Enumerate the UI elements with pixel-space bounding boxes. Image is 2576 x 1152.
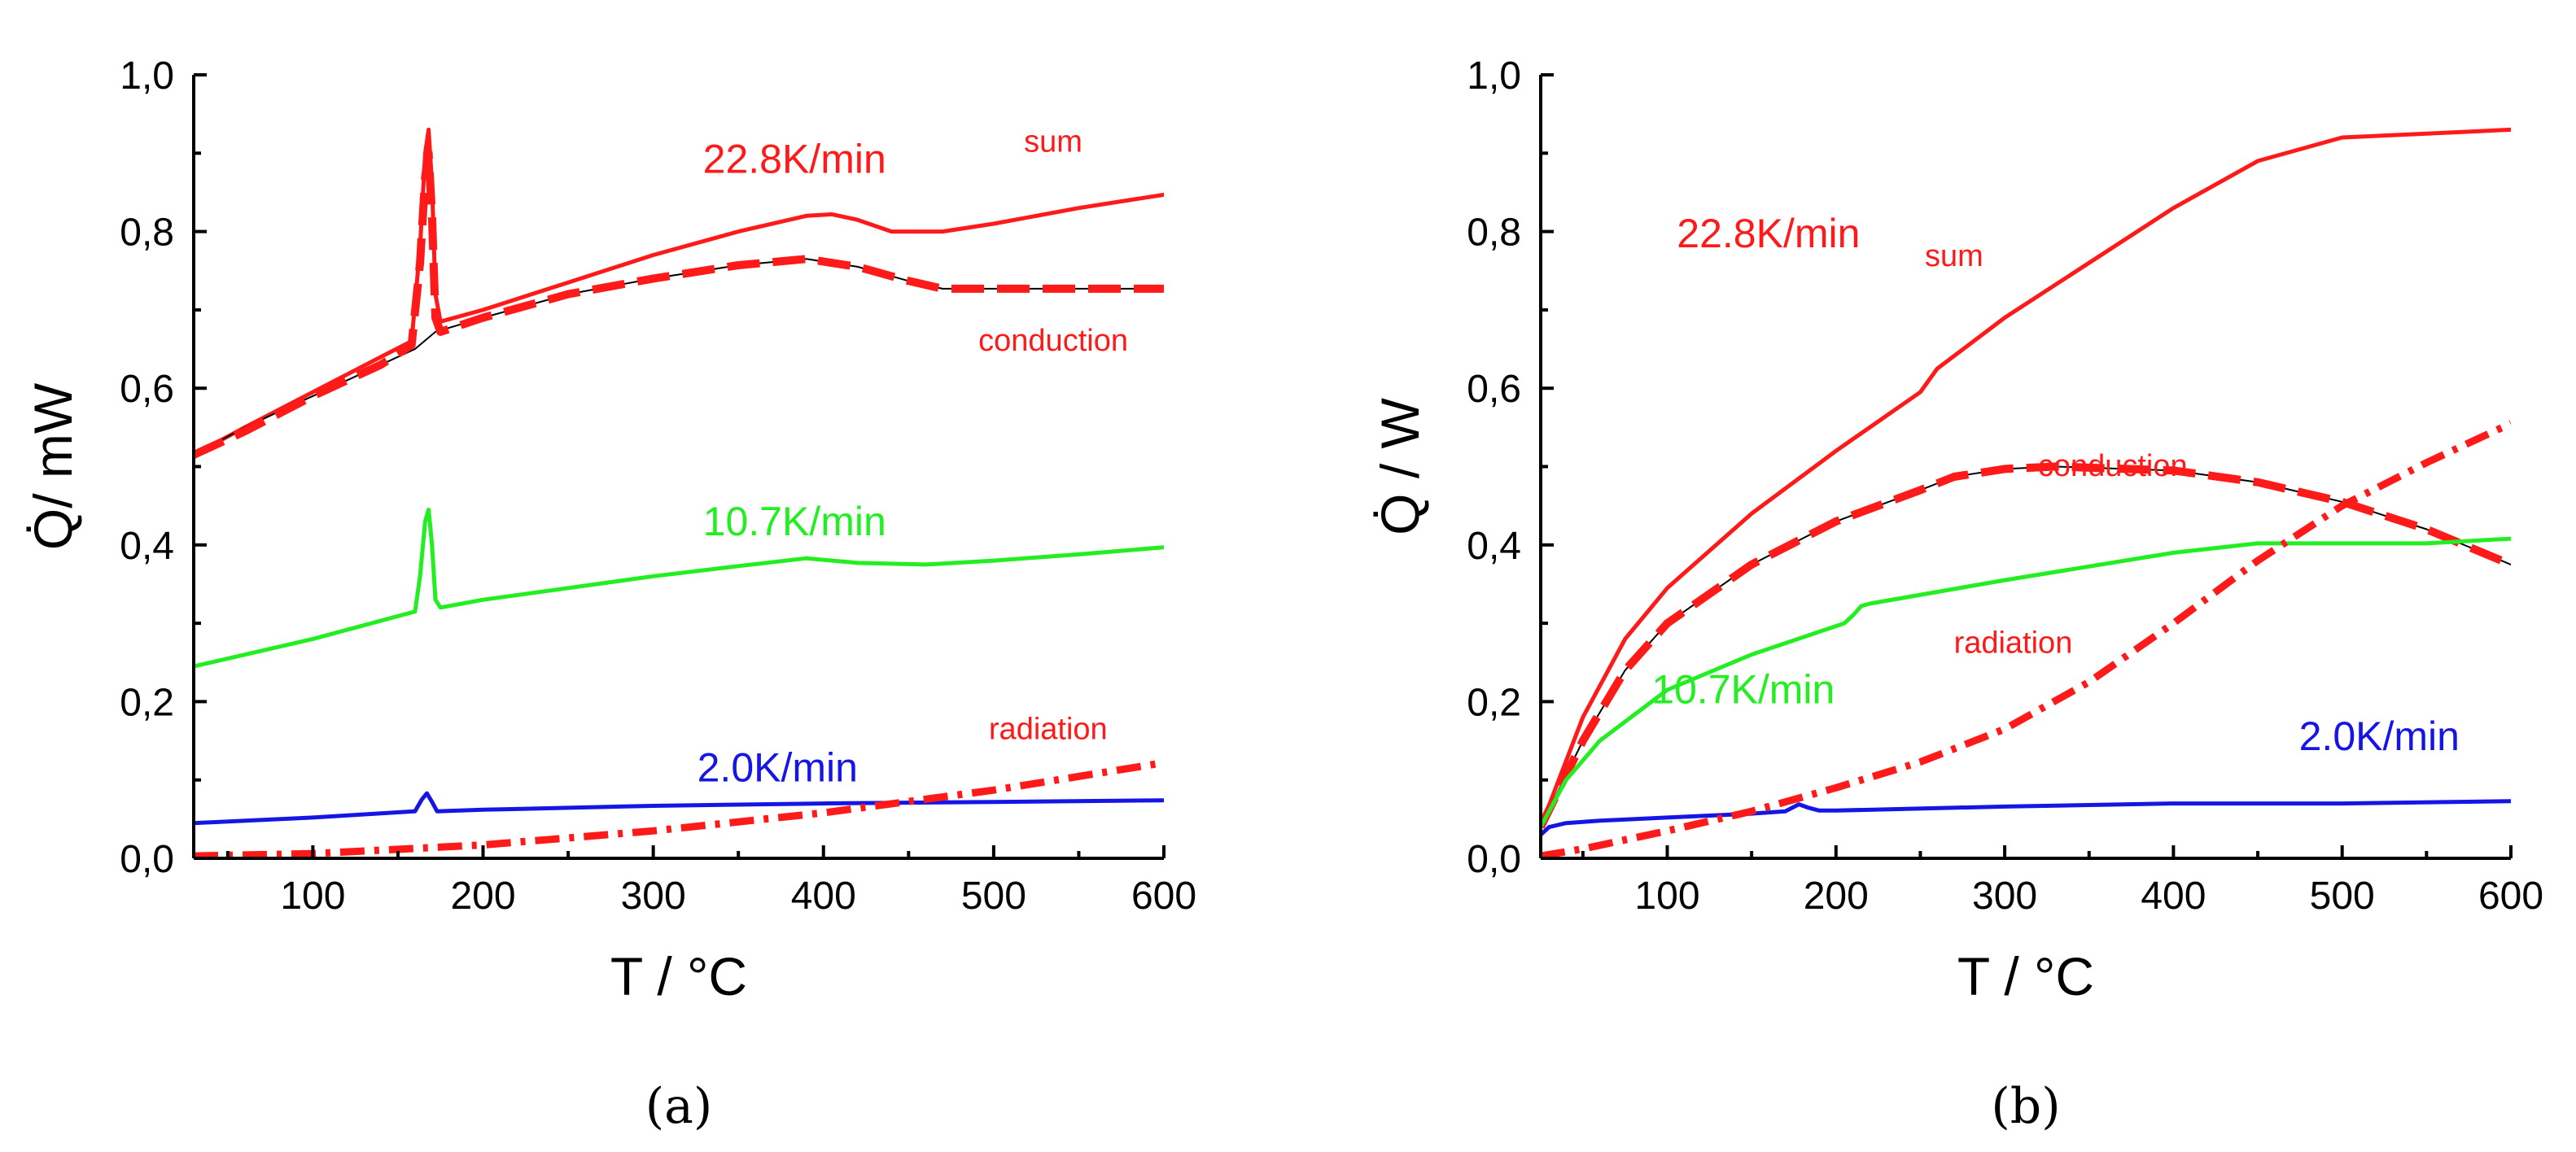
series-annotation: 10.7K/min [1651,666,1835,712]
series-group [1541,127,2511,858]
y-tick-label: 0,4 [120,525,174,568]
y-tick-label: 0,0 [120,838,174,881]
x-tick-label: 400 [2141,875,2206,918]
series-line-radiation [194,759,1164,858]
x-tick-label: 300 [1972,875,2037,918]
x-tick-label: 400 [791,875,856,918]
y-tick-label: 0,8 [1467,212,1521,255]
x-tick-label: 300 [621,875,686,918]
y-tick-label: 1,0 [120,55,174,98]
series-annotation: radiation [1954,626,2073,661]
x-tick-label: 200 [1804,875,1869,918]
series-group [194,127,1164,858]
y-axis-title: Q̇ / W [1370,397,1430,535]
x-axis-title: T / °C [610,946,747,1006]
series-line-10-7k-min [194,508,1164,669]
y-tick-label: 0,4 [1467,525,1521,568]
series-annotation: conduction [2038,449,2188,483]
series-line-2-0k-min [194,791,1164,826]
x-tick-label: 600 [2478,875,2543,918]
x-axis-title: T / °C [1957,946,2094,1006]
y-tick-label: 0,2 [1467,681,1521,724]
series-annotation: 2.0K/min [2299,713,2460,759]
panel-a-chart: 100 200 300 400 500 600 0,0 0,2 0,4 0,6 0,8 1,0 T / … [23,55,1196,1135]
y-tick-label: 0,0 [1467,838,1521,881]
series-line-10-7k-min [1541,536,2511,829]
y-tick-label: 0,6 [1467,368,1521,411]
x-tick-label: 500 [961,875,1026,918]
series-annotation: sum [1925,239,1983,273]
panel-label: (b) [1991,1078,2060,1135]
series-annotation: 2.0K/min [698,745,858,791]
series-line-22-8k-min-sum [1541,127,2511,829]
panel-b-chart: 100 200 300 400 500 600 0,0 0,2 0,4 0,6 0,8 1,0 T / … [1370,55,2543,1135]
y-tick-label: 0,2 [120,681,174,724]
panel-label: (a) [645,1078,713,1135]
series-annotation: conduction [978,324,1128,358]
series-annotation: sum [1024,124,1082,159]
y-tick-label: 1,0 [1467,55,1521,98]
series-line-2-0k-min [1541,799,2511,837]
series-annotation: 22.8K/min [703,136,886,181]
x-tick-label: 100 [1634,875,1699,918]
series-annotation: 22.8K/min [1677,211,1860,256]
y-tick-label: 0,8 [120,212,174,255]
series-line-radiation [1541,420,2511,858]
x-tick-label: 600 [1131,875,1196,918]
series-annotation: radiation [989,713,1108,747]
series-line-22-8k-min-conduction [194,149,1164,459]
series-annotation: 10.7K/min [703,499,886,544]
y-axis-title: Q̇/ mW [23,382,83,550]
x-tick-label: 100 [280,875,345,918]
x-tick-label: 500 [2310,875,2375,918]
x-tick-label: 200 [450,875,515,918]
series-line-22-8k-min-conduction [1541,462,2511,829]
y-tick-label: 0,6 [120,368,174,411]
